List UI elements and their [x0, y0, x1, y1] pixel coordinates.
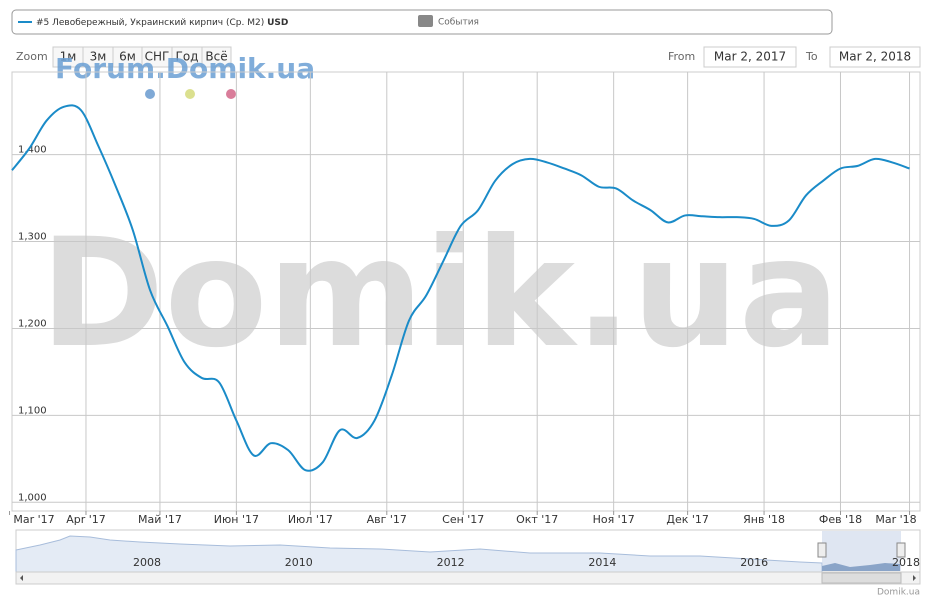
from-label: From	[668, 50, 695, 63]
x-tick-label: Окт '17	[516, 513, 558, 526]
to-input[interactable]	[829, 46, 921, 68]
from-value[interactable]: Mar 2, 2017	[714, 50, 786, 64]
x-tick-label: Apr '17	[66, 513, 106, 526]
scrollbar-thumb[interactable]	[821, 572, 902, 584]
events-legend[interactable]: События	[438, 18, 479, 28]
x-tick-label: Май '17	[138, 513, 182, 526]
dot	[145, 89, 155, 99]
zoom-button-label[interactable]: СНГ	[145, 50, 170, 64]
zoom-button-label[interactable]: 3м	[90, 50, 107, 64]
x-tick-label: Июн '17	[214, 513, 259, 526]
credit: Domik.ua	[877, 588, 920, 598]
navigator-label: 2016	[740, 556, 768, 569]
navigator-handle[interactable]	[817, 542, 827, 558]
zoom-button-label[interactable]: 6м	[119, 50, 136, 64]
legend-name[interactable]: #5 Левобережный, Украинский кирпич (Ср. …	[36, 18, 264, 28]
x-tick-label: Авг '17	[367, 513, 407, 526]
zoom-button-label[interactable]: 1м	[60, 50, 77, 64]
navigator-label: 2012	[437, 556, 465, 569]
y-tick-label: 1,100	[18, 405, 47, 416]
zoom-button[interactable]	[201, 46, 232, 68]
navigator-handle[interactable]	[896, 542, 906, 558]
zoom-buttons: 1м 3м 6м СНГ Год Всё	[52, 46, 232, 68]
scrollbar[interactable]	[15, 571, 921, 585]
x-tick-label: Янв '18	[743, 513, 785, 526]
to-value[interactable]: Mar 2, 2018	[839, 50, 911, 64]
navigator-label: 2010	[285, 556, 313, 569]
zoom-button-label[interactable]: Год	[176, 50, 199, 64]
x-tick-label: Сен '17	[442, 513, 484, 526]
plot-frame	[11, 71, 921, 512]
dot	[226, 89, 236, 99]
x-tick-label: Дек '17	[666, 513, 709, 526]
legend-unit[interactable]: USD	[267, 18, 288, 28]
zoom-button-label[interactable]: Всё	[205, 50, 227, 64]
navigator-labels: 2008 2010 2012 2014 2016 2018	[133, 556, 920, 569]
from-input[interactable]	[703, 46, 797, 68]
x-tick-label: Июл '17	[288, 513, 333, 526]
navigator-label: 2008	[133, 556, 161, 569]
dot	[185, 89, 195, 99]
x-tick-label: Ноя '17	[593, 513, 635, 526]
y-tick-label: 1,000	[18, 492, 47, 503]
to-label: To	[805, 50, 818, 63]
y-tick-label: 1,400	[18, 145, 47, 156]
zoom-label: Zoom	[16, 50, 48, 63]
series-line	[11, 104, 910, 472]
events-swatch	[418, 15, 433, 27]
y-tick-label: 1,300	[18, 232, 47, 243]
navigator-selected-series	[822, 563, 900, 571]
x-tick-label: Фев '18	[819, 513, 862, 526]
y-tick-label: 1,200	[18, 318, 47, 329]
legend-entry[interactable]: #5 Левобережный, Украинский кирпич (Ср. …	[36, 18, 288, 28]
watermark-forum: Forum.Domik.ua	[55, 52, 315, 85]
x-tick-label: Mar '17	[13, 513, 54, 526]
x-tick-label: Mar '18	[875, 513, 916, 526]
navigator-series	[15, 535, 823, 573]
navigator-label: 2014	[588, 556, 616, 569]
navigator-label: 2018	[892, 556, 920, 569]
plot-area: 1,000 1,100 1,200 1,300 1,400 Mar '17 Apr '17 М…	[9, 71, 921, 526]
watermark: Domik.ua	[40, 207, 840, 381]
